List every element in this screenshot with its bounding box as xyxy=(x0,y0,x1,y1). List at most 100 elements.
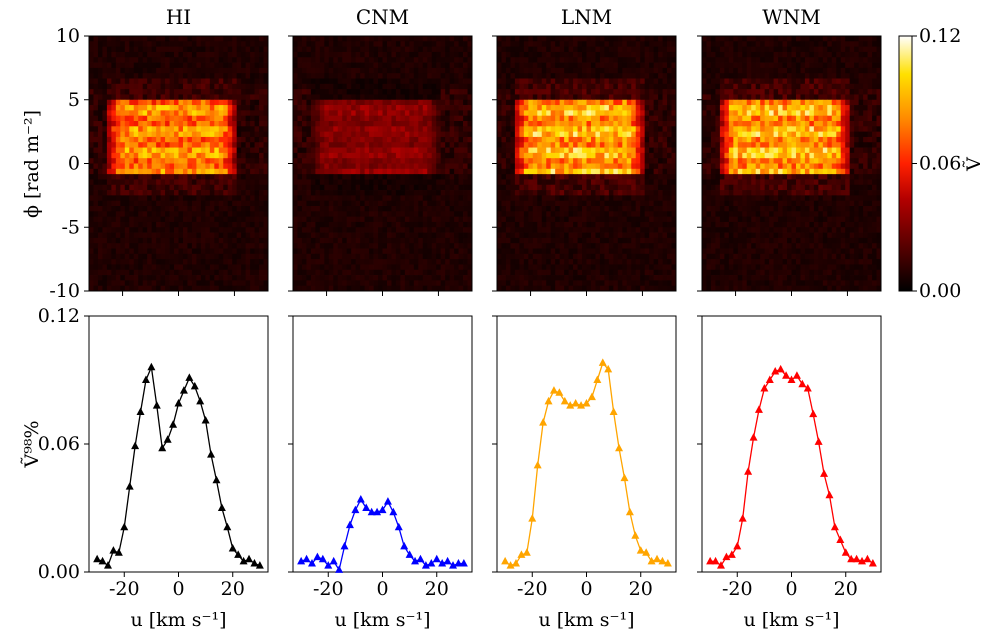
heatmap-cell xyxy=(449,51,455,58)
heatmap-cell xyxy=(568,163,574,170)
heatmap-cell xyxy=(346,280,352,287)
heatmap-cell xyxy=(120,94,126,101)
heatmap-cell xyxy=(409,269,415,276)
heatmap-cell xyxy=(310,136,316,143)
heatmap-cell xyxy=(541,110,547,117)
heatmap-cell xyxy=(120,105,126,111)
heatmap-cell xyxy=(555,36,561,42)
heatmap-cell xyxy=(191,126,197,133)
heatmap-cell xyxy=(209,78,215,85)
heatmap-cell xyxy=(106,200,112,207)
heatmap-cell xyxy=(514,174,520,180)
heatmap-cell xyxy=(263,67,269,74)
heatmap-cell xyxy=(550,73,556,79)
heatmap-cell xyxy=(519,174,525,180)
heatmap-cell xyxy=(218,237,224,244)
heatmap-cell xyxy=(528,147,534,154)
heatmap-cell xyxy=(328,163,334,170)
heatmap-cell xyxy=(142,237,148,244)
heatmap-cell xyxy=(250,264,255,271)
heatmap-cell xyxy=(445,57,451,63)
heatmap-cell xyxy=(369,136,374,143)
heatmap-cell xyxy=(97,264,103,271)
heatmap-cell xyxy=(649,89,655,95)
heatmap-cell xyxy=(124,83,130,90)
heatmap-cell xyxy=(626,99,632,106)
heatmap-cell xyxy=(550,136,556,143)
heatmap-cell xyxy=(541,121,547,127)
heatmap-cell xyxy=(129,232,135,239)
heatmap-cell xyxy=(142,83,148,90)
heatmap-cell xyxy=(360,227,366,233)
heatmap-cell xyxy=(431,227,437,233)
heatmap-cell xyxy=(218,174,224,180)
heatmap-cell xyxy=(297,264,303,271)
heatmap-cell xyxy=(501,184,507,191)
heatmap-cell xyxy=(382,237,388,244)
heatmap-cell xyxy=(236,136,242,143)
heatmap-cell xyxy=(306,285,312,292)
heatmap-cell xyxy=(346,131,352,138)
heatmap-cell xyxy=(409,105,415,111)
heatmap-cell xyxy=(413,67,419,74)
heatmap-cell xyxy=(369,57,374,63)
heatmap-cell xyxy=(245,163,251,170)
heatmap-cell xyxy=(608,89,614,95)
heatmap-cell xyxy=(129,269,135,276)
heatmap-cell xyxy=(413,152,419,159)
heatmap-cell xyxy=(232,195,238,202)
heatmap-cell xyxy=(346,264,352,271)
heatmap-cell xyxy=(151,99,157,106)
heatmap-cell xyxy=(209,200,215,207)
heatmap-cell xyxy=(440,41,446,48)
heatmap-cell xyxy=(564,163,570,170)
heatmap-cell xyxy=(205,51,211,58)
heatmap-cell xyxy=(497,46,502,53)
heatmap-cell xyxy=(106,179,112,186)
heatmap-cell xyxy=(200,136,206,143)
heatmap-cell xyxy=(133,285,139,292)
heatmap-cell xyxy=(395,179,401,186)
heatmap-cell xyxy=(191,131,197,138)
heatmap-cell xyxy=(319,275,325,281)
heatmap-cell xyxy=(142,57,148,63)
heatmap-cell xyxy=(214,259,220,265)
heatmap-cell xyxy=(227,147,233,154)
heatmap-cell xyxy=(427,73,433,79)
heatmap-cell xyxy=(301,136,307,143)
heatmap-cell xyxy=(187,36,193,42)
heatmap-cell xyxy=(537,163,543,170)
heatmap-cell xyxy=(382,248,388,255)
heatmap-cell xyxy=(147,253,153,260)
heatmap-cell xyxy=(431,115,437,122)
heatmap-cell xyxy=(200,89,206,95)
heatmap-cell xyxy=(635,168,641,175)
heatmap-cell xyxy=(324,41,330,48)
heatmap-cell xyxy=(169,264,175,271)
heatmap-cell xyxy=(454,227,459,233)
heatmap-cell xyxy=(431,200,437,207)
heatmap-cell xyxy=(205,259,211,265)
heatmap-cell xyxy=(427,264,433,271)
heatmap-cell xyxy=(653,99,659,106)
heatmap-cell xyxy=(337,259,343,265)
heatmap-cell xyxy=(577,126,583,133)
heatmap-cell xyxy=(564,78,570,85)
heatmap-cell xyxy=(138,136,144,143)
heatmap-cell xyxy=(644,36,650,42)
heatmap-cell xyxy=(409,174,415,180)
heatmap-cell xyxy=(382,142,388,148)
heatmap-cell xyxy=(156,62,162,69)
heatmap-cell xyxy=(404,152,410,159)
heatmap-cell xyxy=(386,275,392,281)
heatmap-cell xyxy=(582,110,587,117)
heatmap-cell xyxy=(232,248,238,255)
heatmap-cell xyxy=(97,232,103,239)
heatmap-cell xyxy=(89,243,94,249)
heatmap-cell xyxy=(364,190,370,196)
heatmap-cell xyxy=(409,179,415,186)
heatmap-cell xyxy=(404,168,410,175)
heatmap-cell xyxy=(151,142,157,148)
heatmap-cell xyxy=(142,206,148,212)
heatmap-cell xyxy=(454,110,459,117)
